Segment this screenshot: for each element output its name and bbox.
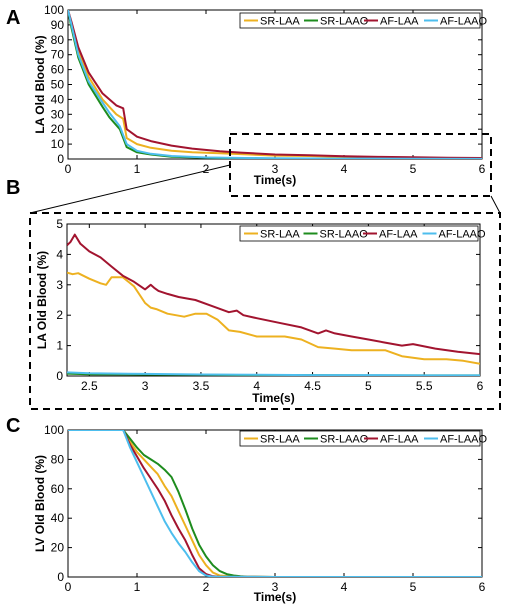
series-line-sr-laa: [67, 271, 480, 365]
y-axis-label: LA Old Blood (%): [35, 251, 49, 349]
x-tick-label: 6: [477, 379, 484, 393]
x-tick-label: 3: [142, 379, 149, 393]
legend-label: AF-LAAO: [440, 16, 488, 28]
x-tick-label: 4: [341, 162, 348, 176]
y-tick-label: 50: [51, 78, 65, 92]
plot-area: [67, 429, 483, 578]
y-tick-label: 1: [56, 339, 63, 353]
x-tick-label: 1: [134, 580, 141, 594]
y-tick-label: 40: [51, 511, 65, 525]
x-tick-label: 4.5: [304, 379, 321, 393]
y-tick-label: 4: [56, 247, 63, 261]
x-tick-label: 5: [410, 162, 417, 176]
x-tick-label: 5.5: [416, 379, 433, 393]
legend-label: SR-LAA: [260, 434, 300, 446]
plot-area: [67, 9, 483, 160]
x-axis-label: Time(s): [254, 590, 296, 604]
panel-label: A: [6, 7, 20, 29]
y-tick-label: 100: [44, 3, 64, 17]
panel-b: B 0 1 2 3 4 5 2.5 3 3.5 4 4.5 5 5.5 6 LA Old Blood (%) T…: [6, 177, 486, 405]
x-tick-label: 6: [479, 162, 486, 176]
legend: SR-LAA SR-LAAO AF-LAA AF-LAAO: [239, 225, 487, 242]
x-tick-label: 4: [341, 580, 348, 594]
x-tick-label: 2: [203, 580, 210, 594]
y-tick-label: 80: [51, 33, 65, 47]
y-tick-label: 20: [51, 541, 65, 555]
panel-c: C 0 20 40 60 80 100 0 1 2 3 4 5 6 LV Old Blood (%) Time…: [6, 415, 488, 604]
y-tick-label: 2: [56, 308, 63, 322]
panel-label: C: [6, 415, 20, 437]
series-line-af-laao: [68, 10, 482, 159]
y-axis-label: LV Old Blood (%): [33, 455, 47, 552]
y-tick-label: 10: [51, 137, 65, 151]
legend-label: SR-LAAO: [320, 16, 369, 28]
y-tick-label: 80: [51, 452, 65, 466]
x-axis-label: Time(s): [254, 173, 296, 187]
legend-label: AF-LAA: [380, 434, 419, 446]
y-tick-label: 30: [51, 107, 65, 121]
x-tick-label: 1: [134, 162, 141, 176]
y-tick-label: 70: [51, 48, 65, 62]
x-tick-label: 4: [253, 379, 260, 393]
panel-label: B: [6, 177, 20, 199]
zoom-connector-right: [490, 195, 501, 214]
x-tick-label: 5: [365, 379, 372, 393]
y-tick-label: 90: [51, 18, 65, 32]
zoom-connector-left: [29, 164, 231, 214]
y-tick-label: 0: [57, 570, 64, 584]
legend-label: SR-LAA: [260, 229, 300, 241]
y-tick-label: 20: [51, 122, 65, 136]
legend-label: SR-LAAO: [320, 434, 369, 446]
legend-box: [239, 430, 481, 447]
x-tick-label: 3: [272, 580, 279, 594]
legend-label: SR-LAA: [260, 16, 300, 28]
series-line-af-laao: [68, 430, 482, 577]
series-line-af-laa: [67, 233, 480, 356]
zoom-panel-frame: [29, 212, 501, 410]
series-line-af-laa: [68, 10, 482, 159]
y-tick-label: 40: [51, 92, 65, 106]
series-group: [68, 430, 482, 577]
y-tick-label: 60: [51, 63, 65, 77]
series-group: [68, 10, 482, 159]
y-tick-label: 100: [44, 423, 64, 437]
x-tick-label: 2.5: [81, 379, 98, 393]
legend-label: AF-LAAO: [439, 229, 487, 241]
x-tick-label: 5: [410, 580, 417, 594]
y-tick-label: 60: [51, 482, 65, 496]
legend: SR-LAA SR-LAAO AF-LAA AF-LAAO: [239, 430, 488, 447]
y-tick-label: 0: [57, 152, 64, 166]
legend-box: [239, 12, 481, 29]
series-group: [67, 233, 480, 376]
x-tick-label: 0: [65, 580, 72, 594]
legend-label: SR-LAAO: [320, 229, 369, 241]
x-tick-label: 3.5: [193, 379, 210, 393]
x-axis-label: Time(s): [252, 391, 294, 405]
legend-label: AF-LAA: [379, 229, 418, 241]
legend: SR-LAA SR-LAAO AF-LAA AF-LAAO: [239, 12, 488, 29]
y-axis-label: LA Old Blood (%): [33, 35, 47, 133]
legend-label: AF-LAAO: [440, 434, 488, 446]
x-tick-label: 2: [203, 162, 210, 176]
x-tick-label: 0: [65, 162, 72, 176]
x-tick-label: 3: [272, 162, 279, 176]
legend-box: [239, 225, 479, 242]
y-tick-label: 5: [56, 217, 63, 231]
plot-area: [66, 223, 481, 377]
y-tick-label: 0: [56, 369, 63, 383]
y-tick-label: 3: [56, 278, 63, 292]
series-line-af-laao: [67, 371, 480, 376]
legend-label: AF-LAA: [380, 16, 419, 28]
x-tick-label: 6: [479, 580, 486, 594]
